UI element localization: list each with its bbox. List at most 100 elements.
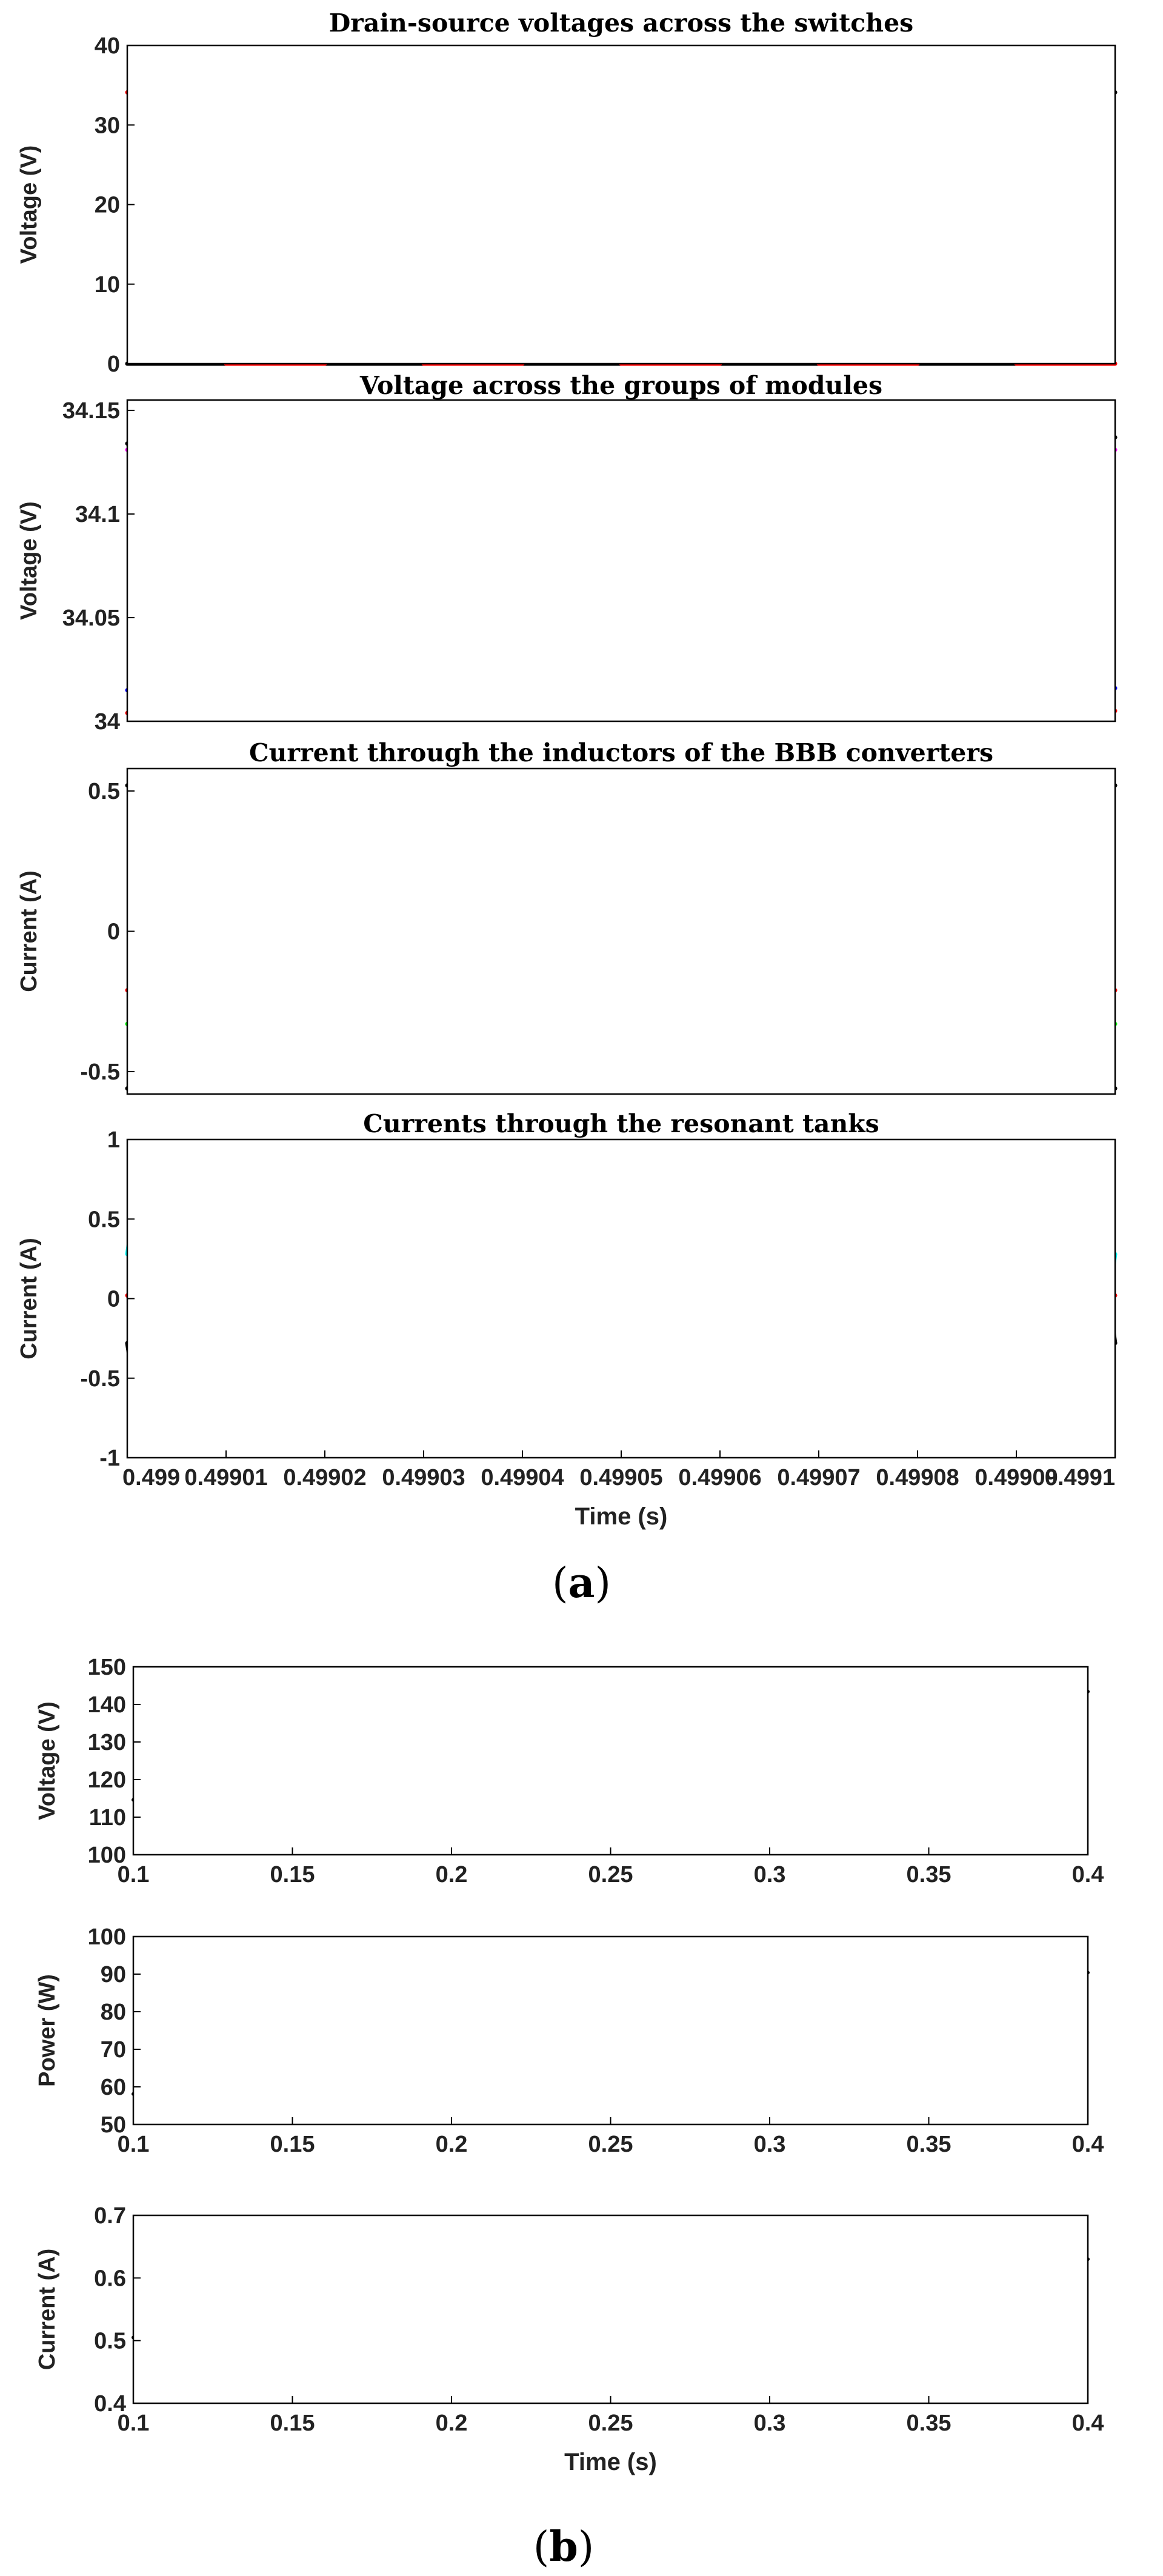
ytick-label: 0 — [107, 352, 120, 377]
ytick-label: 10 — [95, 272, 120, 298]
caption-a-open: ( — [552, 1560, 568, 1607]
chart-b1: 100 110 120 130 140 150 0.1 0.15 0.2 0.25 0.3 0.35 0… — [35, 1655, 1104, 1887]
ytick-label: 0 — [107, 919, 120, 945]
xtick-label: 0.49909 — [975, 1465, 1058, 1490]
xtick-label: 0.4 — [1072, 2411, 1104, 2436]
y-axis-label: Voltage (V) — [35, 1701, 60, 1820]
chart-a4: -1 -0.5 0 0.5 1 0.499 0.49901 0.49902 0.49903 0.4… — [16, 1109, 1118, 1530]
xtick-label: 0.1 — [118, 2411, 150, 2436]
plot-frame — [126, 1138, 1116, 1459]
ytick-label: -0.5 — [81, 1059, 120, 1085]
ytick-label: 150 — [88, 1655, 126, 1680]
x-axis-label: Time (s) — [575, 1503, 668, 1530]
xtick-label: 0.2 — [436, 2132, 468, 2157]
xtick-label: 0.49907 — [777, 1465, 860, 1490]
ytick-label: 0.5 — [88, 1207, 120, 1232]
y-axis-label: Power (W) — [35, 1974, 60, 2087]
plot-frame — [126, 44, 1116, 365]
xtick-label: 0.15 — [270, 2411, 315, 2436]
ytick-label: 34 — [95, 709, 120, 735]
xtick-label: 0.35 — [907, 2411, 951, 2436]
caption-b-close: ) — [578, 2523, 595, 2571]
plot-frame — [132, 1935, 1089, 2126]
ytick-label: 0.5 — [94, 2329, 126, 2354]
xtick-label: 0.4 — [1072, 1862, 1104, 1887]
xtick-label: 0.1 — [118, 2132, 150, 2157]
ytick-label: 110 — [89, 1805, 126, 1830]
xtick-label: 0.499 — [122, 1465, 180, 1490]
caption-a: (a) — [552, 1559, 611, 1607]
chart-title: Voltage across the groups of modules — [359, 371, 882, 400]
caption-b-open: ( — [533, 2523, 550, 2571]
ytick-label: 100 — [88, 1843, 126, 1868]
x-axis-label: Time (s) — [564, 2449, 657, 2475]
xtick-label: 0.15 — [270, 2132, 315, 2157]
xtick-label: 0.3 — [754, 2132, 786, 2157]
xtick-label: 0.35 — [907, 2132, 951, 2157]
xtick-label: 0.1 — [118, 1862, 150, 1887]
ytick-label: 34.1 — [75, 502, 120, 527]
ytick-label: 130 — [88, 1730, 126, 1755]
xtick-label: 0.49902 — [283, 1465, 366, 1490]
ytick-label: 40 — [95, 33, 120, 59]
plot-frame — [132, 2214, 1089, 2404]
xtick-label: 0.49901 — [184, 1465, 267, 1490]
xtick-label: 0.3 — [754, 1862, 786, 1887]
xtick-label: 0.3 — [754, 2411, 786, 2436]
ytick-label: 50 — [101, 2112, 126, 2138]
ytick-label: 20 — [95, 193, 120, 218]
ytick-label: 0.5 — [88, 779, 120, 804]
xtick-label: 0.35 — [907, 1862, 951, 1887]
xtick-label: 0.49904 — [481, 1465, 564, 1490]
chart-a3: -0.5 0 0.5 Current (A) Current through the i… — [16, 738, 1118, 1095]
y-axis-label: Current (A) — [16, 1238, 42, 1360]
chart-title: Drain-source voltages across the switche… — [329, 8, 914, 38]
chart-a1: 0 10 20 30 40 Voltage (V) Drain-source voltage… — [16, 8, 1118, 377]
xtick-label: 0.25 — [588, 1862, 633, 1887]
xtick-label: 0.4991 — [1045, 1465, 1115, 1490]
ytick-label: 120 — [88, 1767, 126, 1793]
ytick-label: 140 — [88, 1692, 126, 1718]
caption-a-letter: a — [568, 1559, 595, 1607]
ytick-label: 80 — [101, 2000, 126, 2025]
y-axis-label: Voltage (V) — [16, 145, 42, 264]
ytick-label: 70 — [101, 2037, 126, 2063]
ytick-label: 1 — [107, 1127, 120, 1153]
ytick-label: 0.6 — [94, 2266, 126, 2291]
xtick-label: 0.49908 — [876, 1465, 959, 1490]
ytick-label: -0.5 — [81, 1366, 120, 1392]
xtick-label: 0.25 — [588, 2132, 633, 2157]
chart-title: Currents through the resonant tanks — [363, 1109, 879, 1138]
caption-a-close: ) — [595, 1560, 611, 1607]
chart-title: Current through the inductors of the BBB… — [249, 738, 993, 767]
plot-frame — [132, 1666, 1089, 1856]
ytick-label: 90 — [101, 1962, 126, 1987]
chart-a2: 34 34.05 34.1 34.15 Voltage (V) Voltage acros… — [16, 371, 1118, 735]
chart-b2: 50 60 70 80 90 100 0.1 0.15 0.2 0.25 0.3 0.35 0.4 Pow… — [35, 1924, 1104, 2157]
ytick-label: 34.05 — [62, 606, 120, 631]
y-axis-label: Current (A) — [35, 2249, 60, 2371]
xtick-label: 0.25 — [588, 2411, 633, 2436]
y-axis-label: Current (A) — [16, 870, 42, 992]
xtick-label: 0.49905 — [579, 1465, 662, 1490]
ytick-label: 0 — [107, 1287, 120, 1312]
ytick-label: 34.15 — [62, 398, 120, 424]
ytick-label: 0.4 — [94, 2391, 126, 2417]
caption-b-letter: b — [549, 2523, 578, 2571]
caption-b: (b) — [533, 2523, 595, 2571]
y-axis-label: Voltage (V) — [16, 501, 42, 620]
plot-frame — [126, 399, 1116, 722]
ytick-label: -1 — [99, 1446, 120, 1471]
ytick-label: 30 — [95, 113, 120, 138]
ytick-label: 60 — [101, 2075, 126, 2100]
ytick-label: 0.7 — [94, 2203, 126, 2229]
plot-frame — [126, 767, 1116, 1095]
ytick-label: 100 — [88, 1924, 126, 1950]
xtick-label: 0.2 — [436, 2411, 468, 2436]
xtick-label: 0.2 — [436, 1862, 468, 1887]
chart-b3: 0.4 0.5 0.6 0.7 0.1 0.15 0.2 0.25 0.3 0.35 0.4 Curr… — [35, 2203, 1104, 2475]
xtick-label: 0.15 — [270, 1862, 315, 1887]
xtick-label: 0.49903 — [382, 1465, 465, 1490]
xtick-label: 0.49906 — [678, 1465, 761, 1490]
